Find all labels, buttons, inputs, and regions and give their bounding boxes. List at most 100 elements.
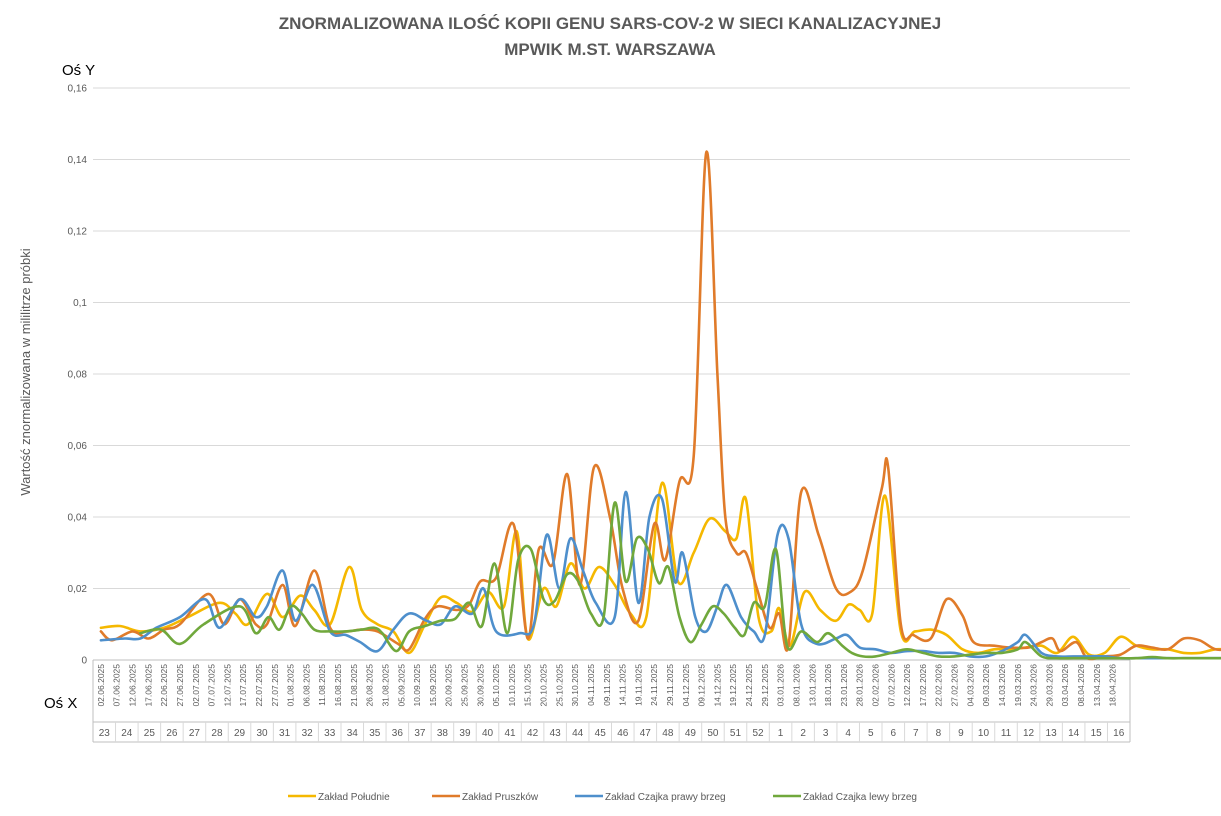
x-tick-label: 19.11.2025 xyxy=(633,664,643,706)
y-tick-labels: 0 0,02 0,04 0,06 0,08 0,1 0,12 0,14 0,16 xyxy=(68,84,88,667)
series-line-1 xyxy=(99,481,1221,658)
week-label: 30 xyxy=(257,728,269,739)
x-tick-label: 07.06.2025 xyxy=(112,664,122,707)
week-label: 48 xyxy=(662,728,674,739)
week-label: 7 xyxy=(913,728,919,739)
x-tick-label: 26.08.2025 xyxy=(365,664,375,707)
week-label: 2 xyxy=(800,728,806,739)
legend-entry: Zakład Czajka prawy brzeg xyxy=(605,792,726,803)
x-tick-label: 08.01.2026 xyxy=(791,664,801,707)
week-label: 43 xyxy=(550,728,562,739)
y-tick-label: 0 xyxy=(81,656,87,667)
week-label: 8 xyxy=(936,728,942,739)
y-tick-label: 0,08 xyxy=(68,370,88,381)
x-tick-label: 10.09.2025 xyxy=(412,664,422,707)
x-tick-label: 07.07.2025 xyxy=(207,664,217,707)
x-tick-label: 04.11.2025 xyxy=(586,664,596,706)
x-tick-label: 15.09.2025 xyxy=(428,664,438,707)
week-label: 37 xyxy=(414,728,426,739)
chart-title-line-1: ZNORMALIZOWANA ILOŚĆ KOPII GENU SARS-COV… xyxy=(279,14,941,33)
chart-title-line-2: MPWIK M.ST. WARSZAWA xyxy=(504,40,716,59)
week-label: 12 xyxy=(1023,728,1035,739)
x-tick-label: 07.02.2026 xyxy=(886,664,896,707)
week-label: 47 xyxy=(640,728,652,739)
x-tick-label: 03.01.2026 xyxy=(776,664,786,707)
week-label: 32 xyxy=(302,728,314,739)
x-tick-label: 12.06.2025 xyxy=(128,664,138,707)
x-tick-label: 24.03.2026 xyxy=(1029,664,1039,707)
week-label: 6 xyxy=(891,728,897,739)
week-label: 3 xyxy=(823,728,829,739)
x-tick-label: 14.03.2026 xyxy=(997,664,1007,707)
y-axis-label: Wartość znormalizowana w mililitrze prób… xyxy=(18,248,33,495)
x-tick-label: 17.06.2025 xyxy=(143,664,153,707)
x-tick-label: 12.02.2026 xyxy=(902,664,912,707)
x-tick-label: 02.06.2025 xyxy=(96,664,106,707)
y-tick-label: 0,06 xyxy=(68,441,88,452)
x-tick-label: 05.10.2025 xyxy=(491,664,501,707)
y-tick-label: 0,14 xyxy=(68,155,88,166)
week-label: 52 xyxy=(752,728,764,739)
week-label: 1 xyxy=(778,728,784,739)
x-tick-label: 04.03.2026 xyxy=(965,664,975,707)
week-label: 34 xyxy=(347,728,359,739)
week-label: 10 xyxy=(978,728,990,739)
week-label: 9 xyxy=(958,728,964,739)
week-label: 44 xyxy=(572,728,584,739)
x-tick-label: 31.08.2025 xyxy=(380,664,390,707)
x-tick-label: 09.03.2026 xyxy=(981,664,991,707)
legend-entry: Zakład Południe xyxy=(318,792,390,803)
x-tick-label: 09.12.2025 xyxy=(697,664,707,707)
x-tick-label: 20.09.2025 xyxy=(444,664,454,707)
week-label: 26 xyxy=(166,728,178,739)
x-tick-label: 27.07.2025 xyxy=(270,664,280,707)
x-tick-label: 22.07.2025 xyxy=(254,664,264,707)
week-label: 24 xyxy=(121,728,133,739)
y-tick-label: 0,04 xyxy=(68,513,88,524)
x-tick-label: 05.09.2025 xyxy=(396,664,406,707)
x-tick-label: 29.12.2025 xyxy=(760,664,770,707)
week-label: 29 xyxy=(234,728,246,739)
x-tick-label: 11.08.2025 xyxy=(317,664,327,706)
x-tick-label: 30.10.2025 xyxy=(570,664,580,707)
series-line-4 xyxy=(139,501,1221,660)
week-label: 15 xyxy=(1091,728,1103,739)
week-label: 28 xyxy=(211,728,223,739)
x-tick-label: 13.01.2026 xyxy=(807,664,817,707)
x-tick-label: 12.07.2025 xyxy=(222,664,232,707)
week-label: 33 xyxy=(324,728,336,739)
x-tick-label: 29.11.2025 xyxy=(665,664,675,706)
x-tick-label: 24.11.2025 xyxy=(649,664,659,706)
week-label: 40 xyxy=(482,728,494,739)
legend-entry: Zakład Czajka lewy brzeg xyxy=(803,792,917,803)
x-axis-tag: Oś X xyxy=(44,695,77,712)
x-tick-label: 10.10.2025 xyxy=(507,664,517,707)
x-tick-label: 18.01.2026 xyxy=(823,664,833,707)
x-tick-label: 09.11.2025 xyxy=(602,664,612,706)
x-axis: 02.06.2025 07.06.2025 12.06.2025 17.06.2025… xyxy=(92,660,1131,743)
week-label: 41 xyxy=(504,728,516,739)
week-label: 50 xyxy=(707,728,719,739)
x-tick-label: 21.08.2025 xyxy=(349,664,359,707)
x-tick-label: 22.02.2026 xyxy=(934,664,944,707)
x-tick-label: 16.08.2025 xyxy=(333,664,343,707)
week-label: 39 xyxy=(459,728,471,739)
x-tick-label: 25.10.2025 xyxy=(554,664,564,707)
week-label: 16 xyxy=(1113,728,1125,739)
x-tick-label: 14.12.2025 xyxy=(712,664,722,707)
x-tick-label: 02.02.2026 xyxy=(870,664,880,707)
x-tick-label: 27.06.2025 xyxy=(175,664,185,707)
x-tick-label: 08.04.2026 xyxy=(1076,664,1086,707)
x-tick-label: 19.03.2026 xyxy=(1013,664,1023,707)
x-tick-label: 20.10.2025 xyxy=(539,664,549,707)
week-label: 14 xyxy=(1068,728,1080,739)
week-label: 45 xyxy=(595,728,607,739)
x-tick-label: 30.09.2025 xyxy=(475,664,485,707)
x-tick-label: 19.12.2025 xyxy=(728,664,738,707)
week-label: 5 xyxy=(868,728,874,739)
week-label: 35 xyxy=(369,728,381,739)
week-label: 23 xyxy=(99,728,111,739)
gridlines xyxy=(93,87,1130,661)
week-label: 51 xyxy=(730,728,742,739)
x-tick-label: 28.01.2026 xyxy=(855,664,865,707)
